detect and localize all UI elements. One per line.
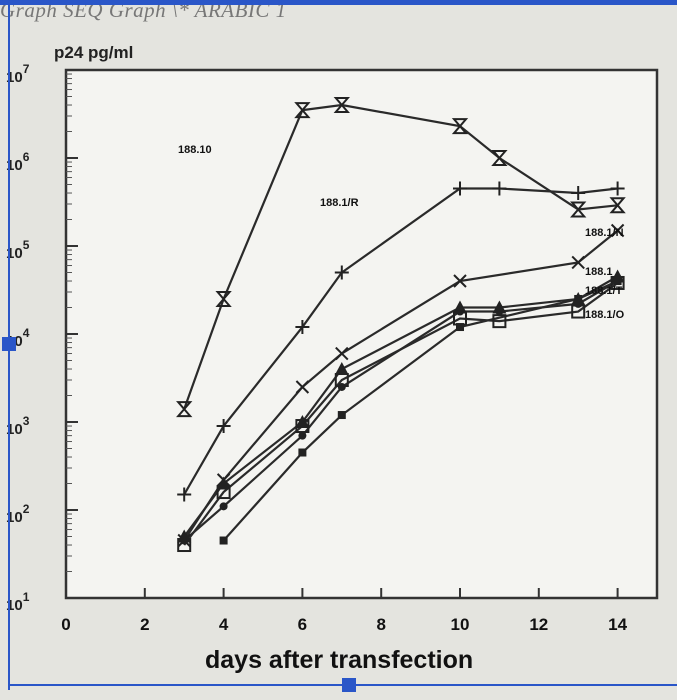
series-label: 188.1/R <box>320 197 359 209</box>
series-marker <box>571 255 585 270</box>
series-marker <box>295 320 310 335</box>
series-marker <box>177 538 192 553</box>
series-marker <box>295 415 310 428</box>
series-marker <box>456 323 464 332</box>
resize-handle-left[interactable] <box>2 337 16 351</box>
y-tick-exponent: 1 <box>23 590 30 604</box>
series-marker <box>610 275 625 290</box>
series-line <box>183 275 619 538</box>
series-label: 188.1/T <box>585 285 623 297</box>
series-marker <box>295 419 310 434</box>
series-marker <box>451 118 469 135</box>
series-marker <box>571 186 586 201</box>
y-axis-label: p24 pg/ml <box>54 43 133 62</box>
series-marker <box>216 419 231 434</box>
x-tick-label: 10 <box>451 615 470 634</box>
series-label: 188.1 <box>585 266 613 278</box>
y-tick-label: 103 <box>6 414 30 438</box>
y-tick-label: 107 <box>6 62 30 86</box>
series-marker <box>294 102 311 119</box>
series-line <box>183 282 619 546</box>
x-tick-label: 2 <box>140 615 149 634</box>
series-marker <box>219 502 228 511</box>
series-label: 188.10 <box>178 144 212 156</box>
series-marker <box>337 411 346 420</box>
series-marker <box>453 181 467 196</box>
series-marker <box>613 277 622 286</box>
y-tick-base: 10 <box>6 69 23 86</box>
series-marker <box>334 265 349 280</box>
series-marker <box>176 401 193 418</box>
x-axis-label: days after transfection <box>205 646 473 674</box>
series-label: 188.1/O <box>585 309 625 321</box>
y-tick-exponent: 4 <box>23 326 30 340</box>
series-marker <box>219 536 228 545</box>
series-marker <box>177 487 192 502</box>
selection-border-top <box>0 0 677 5</box>
series-marker <box>216 485 231 500</box>
series-marker <box>298 448 307 457</box>
series-labels: 188.10 188.1/R 188.1/N 188.1 188.1/T 188.1/O <box>178 144 625 321</box>
y-tick-label: 106 <box>6 150 30 174</box>
series-marker <box>180 536 189 545</box>
series-marker <box>491 150 508 166</box>
series-marker <box>334 362 349 376</box>
x-tick-label: 8 <box>376 615 385 634</box>
series-line <box>183 187 618 496</box>
series-marker <box>610 223 625 238</box>
series-marker <box>495 307 504 316</box>
series-marker <box>333 97 350 114</box>
series-marker <box>215 290 232 307</box>
series-marker <box>609 197 626 214</box>
y-tick-label: 102 <box>6 502 30 526</box>
series-markers <box>176 97 626 553</box>
plot-frame <box>64 68 659 600</box>
series-line <box>183 103 618 410</box>
y-tick-exponent: 5 <box>23 238 30 252</box>
y-tick-label: 105 <box>6 238 30 262</box>
y-tick-exponent: 3 <box>23 414 30 428</box>
series-marker <box>571 304 586 319</box>
y-tick-base: 10 <box>6 597 23 614</box>
y-tick-base: 10 <box>6 157 23 174</box>
series-label: 188.1/N <box>585 227 624 239</box>
y-tick-exponent: 2 <box>23 502 30 516</box>
resize-handle-bottom[interactable] <box>342 678 356 692</box>
x-tick-label: 4 <box>219 615 229 634</box>
series-marker <box>335 346 349 361</box>
y-tick-base: 10 <box>6 421 23 438</box>
y-tick-base: 10 <box>6 245 23 262</box>
plot-area <box>64 68 659 600</box>
series-marker <box>492 314 507 329</box>
x-tick-label: 6 <box>298 615 307 634</box>
x-tick-label: 12 <box>529 615 548 634</box>
x-tick-label: 14 <box>608 615 627 634</box>
series-marker <box>570 201 587 218</box>
series-marker <box>334 373 349 388</box>
series-marker <box>298 431 307 440</box>
series-marker <box>574 294 583 303</box>
y-tick-exponent: 6 <box>23 150 30 164</box>
series-marker <box>610 181 625 196</box>
y-tick-exponent: 7 <box>23 62 30 76</box>
series-marker <box>492 181 507 196</box>
field-code-text: Graph SEQ Graph \* ARABIC 1 <box>0 0 287 22</box>
y-tick-base: 10 <box>6 509 23 526</box>
y-tick-label: 101 <box>6 590 30 614</box>
series-marker <box>295 380 310 394</box>
series-marker <box>453 274 467 288</box>
x-tick-label: 0 <box>61 615 70 634</box>
series-line <box>222 280 619 542</box>
